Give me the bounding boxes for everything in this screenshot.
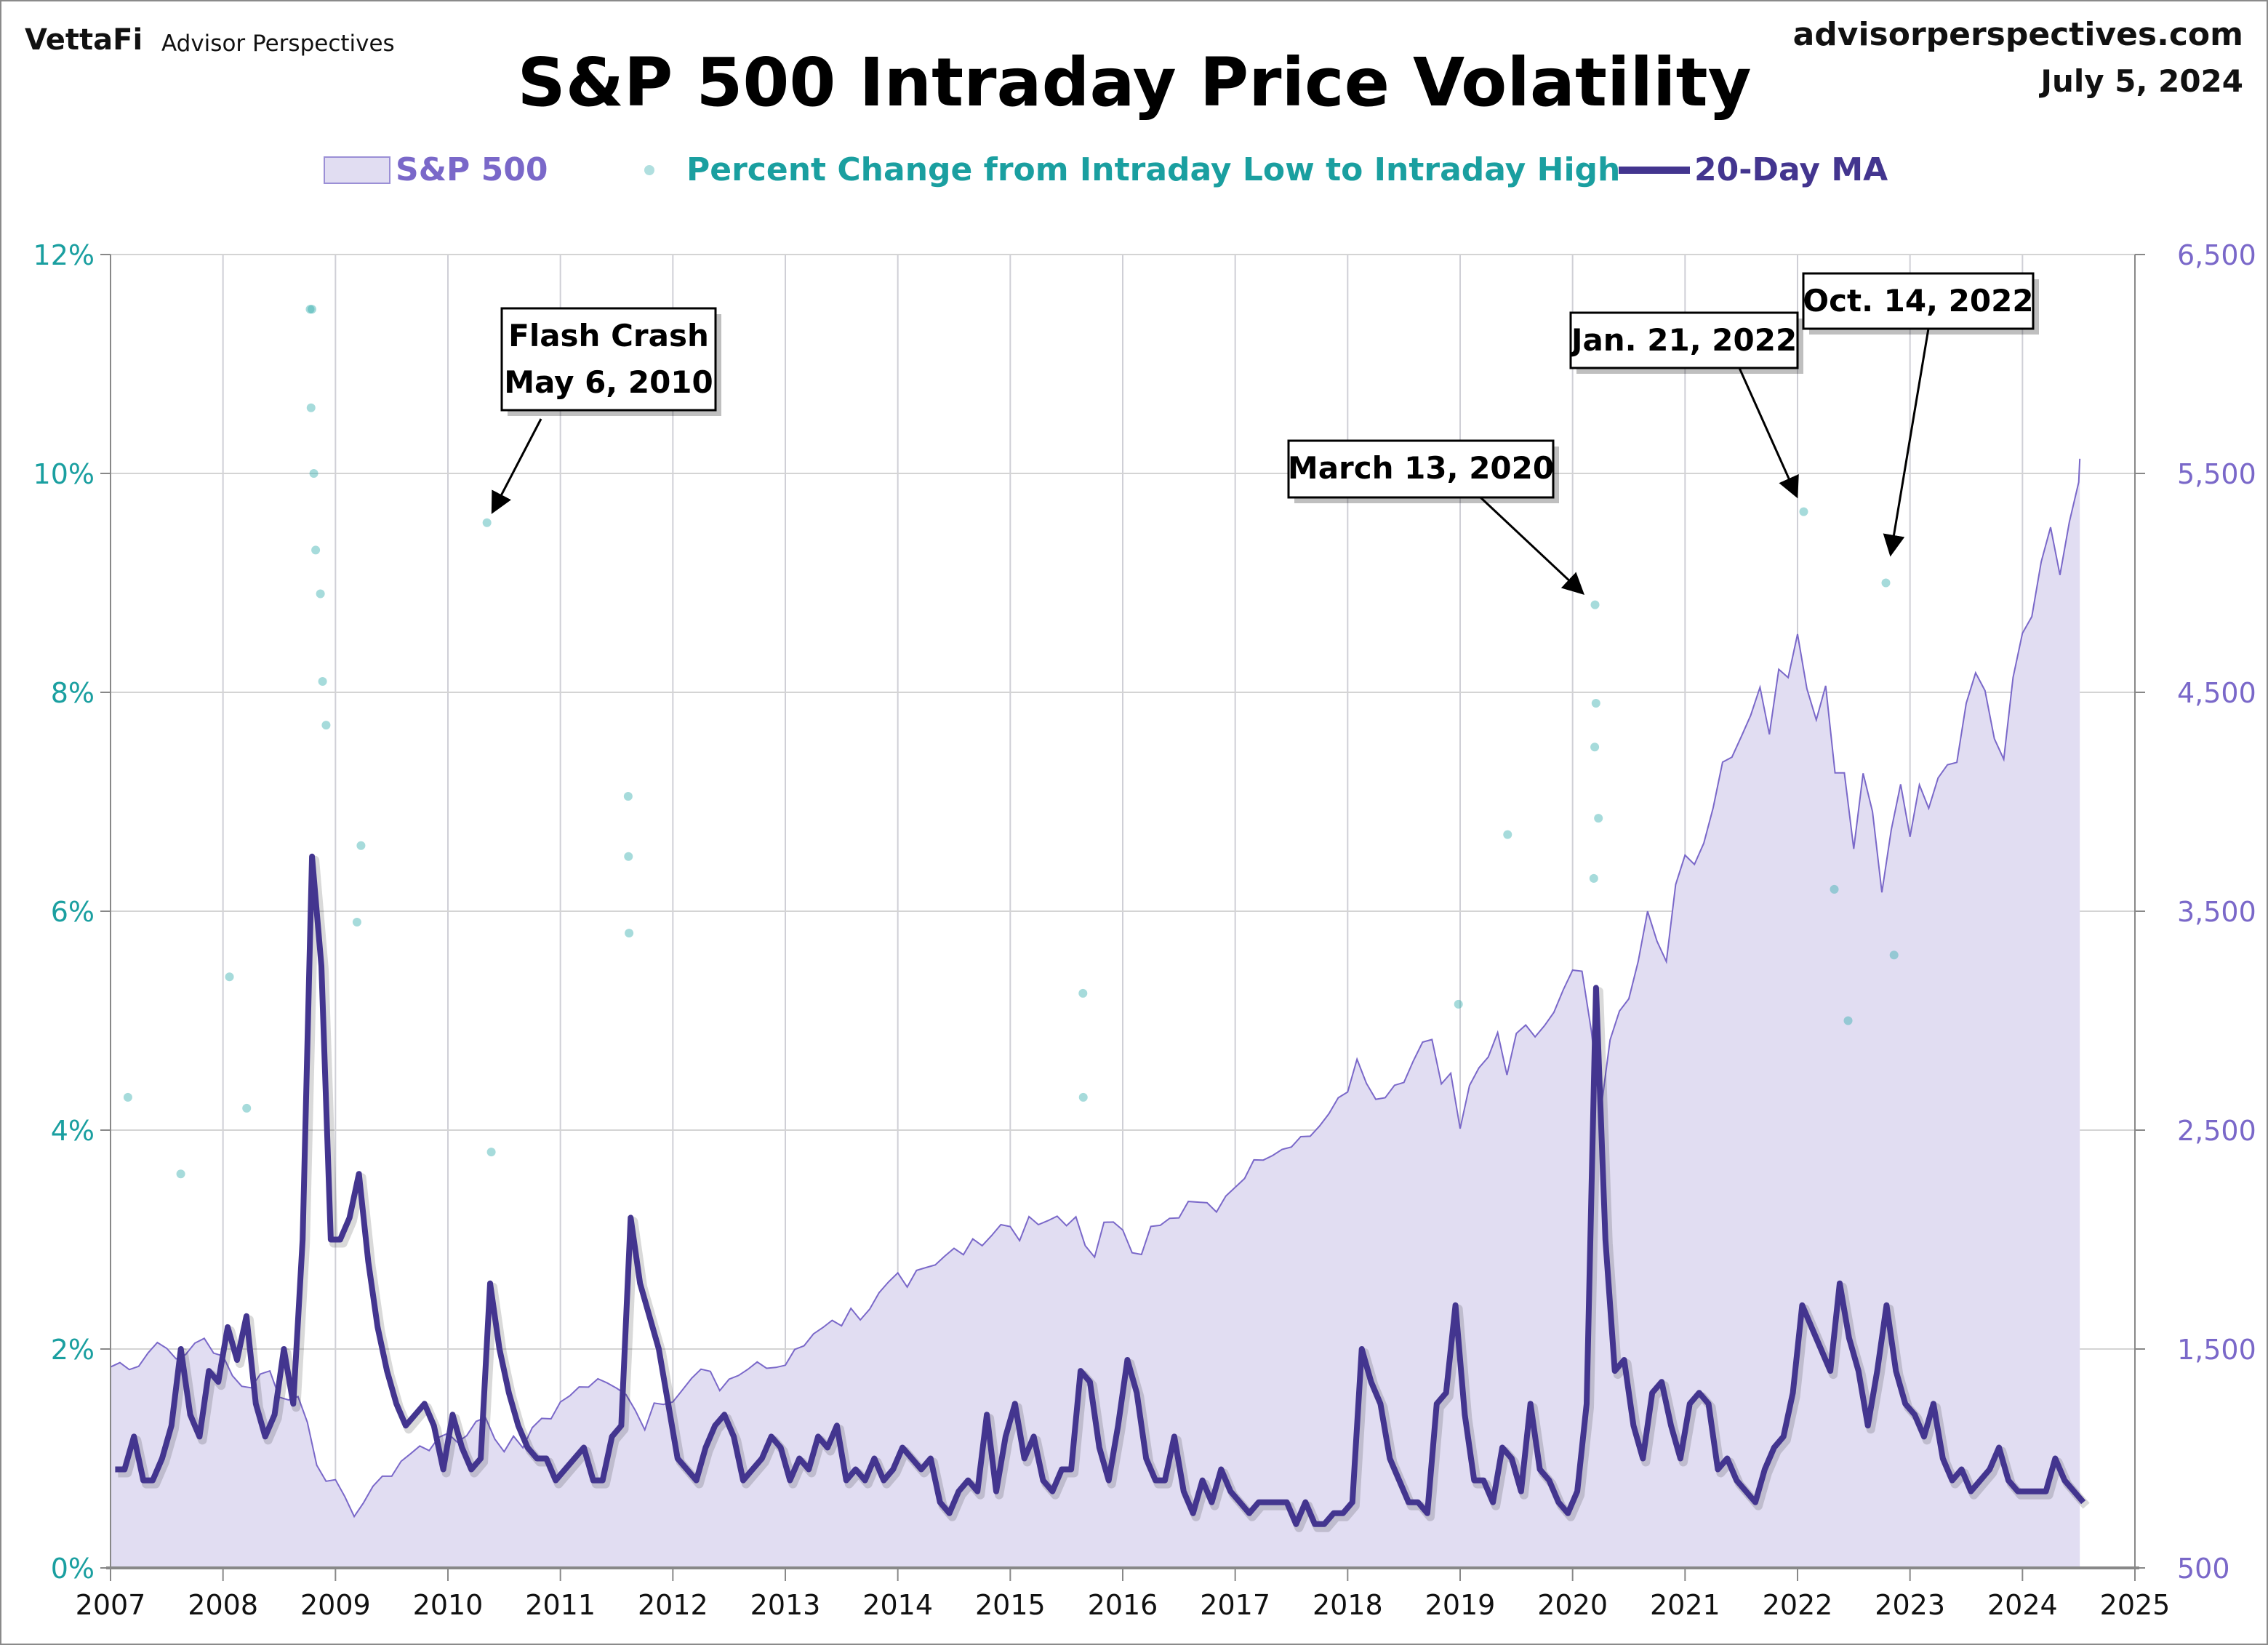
ma-series [115,853,2090,1532]
annotations: Flash Crash May 6, 2010 March 13, 2020 Jan.… [491,272,2039,595]
x-tick-label: 2020 [1537,1589,1608,1621]
scatter-point [1590,600,1600,609]
annotation-label: May 6, 2010 [504,364,713,400]
ma-line [115,853,2086,1527]
legend-swatch-sp500 [324,156,390,184]
site-url: advisorperspectives.com [1793,16,2243,53]
legend-label-scatter: Percent Change from Intraday Low to Intr… [686,151,1620,188]
x-tick-label: 2015 [975,1589,1046,1621]
x-tick-label: 2010 [413,1589,484,1621]
annotation-arrow [1883,328,1930,557]
annotation-label: Oct. 14, 2022 [1803,283,2033,319]
annotation-box [500,307,717,412]
scatter-point [316,589,325,599]
x-tick-label: 2011 [525,1589,596,1621]
scatter-point [1454,999,1463,1009]
scatter-point [305,305,315,314]
scatter-point [242,1103,252,1113]
scatter-point [625,929,634,938]
x-tick-label: 2023 [1875,1589,1945,1621]
annotation-label: Flash Crash [508,318,709,353]
scatter-point [311,545,321,555]
x-tick-label: 2016 [1088,1589,1158,1621]
annotation-label: Jan. 21, 2022 [1569,322,1797,358]
x-tick-label: 2018 [1313,1589,1383,1621]
right-tick-label: 4,500 [2177,677,2256,709]
x-tick-label: 2019 [1425,1589,1496,1621]
x-tick-label: 2024 [1987,1589,2058,1621]
left-tick-label: 6% [51,896,95,928]
right-tick-label: 2,500 [2177,1115,2256,1147]
scatter-point [309,469,318,478]
chart-title: S&P 500 Intraday Price Volatility [517,44,1751,121]
scatter-point [623,791,633,801]
scatter-point [1589,873,1598,883]
x-tick-label: 2022 [1763,1589,1833,1621]
right-tick-label: 3,500 [2177,896,2256,928]
legend-swatch-scatter [644,165,654,175]
right-tick-label: 6,500 [2177,239,2256,271]
scatter-series [123,305,1899,1179]
x-tick-label: 2008 [188,1589,258,1621]
left-tick-label: 10% [33,458,95,490]
x-tick-label: 2013 [750,1589,821,1621]
scatter-point [482,518,492,527]
right-tick-label: 500 [2177,1553,2230,1585]
brand-logo: VettaFi [25,23,143,57]
x-tick-label: 2025 [2100,1589,2171,1621]
scatter-point [225,972,234,982]
scatter-point [352,918,361,927]
x-tick-label: 2021 [1650,1589,1720,1621]
annotation-box [1569,311,1799,369]
annotation-arrow [491,418,542,514]
scatter-point [308,305,317,314]
x-tick-label: 2014 [862,1589,933,1621]
scatter-point [356,841,366,850]
left-tick-label: 0% [51,1553,95,1585]
scatter-point [1591,699,1600,708]
legend: S&P 500 Percent Change from Intraday Low… [324,151,1888,188]
left-tick-label: 8% [51,677,95,709]
left-tick-label: 12% [33,239,95,271]
scatter-point [321,721,331,730]
scatter-point [1078,1092,1088,1102]
scatter-point [123,1092,132,1102]
x-tick-label: 2012 [638,1589,708,1621]
annotation-box [1802,272,2035,330]
scatter-point [1590,743,1600,752]
axes: 2007 2008 2009 2010 2011 2012 2013 2014 2015 2016… [33,239,2256,1621]
legend-label-sp500: S&P 500 [396,151,548,188]
annotation-label: March 13, 2020 [1288,450,1554,486]
scatter-point [1843,1016,1853,1025]
scatter-point [1594,814,1603,823]
legend-label-ma: 20-Day MA [1694,151,1888,188]
scatter-point [1078,988,1088,998]
scatter-point [1889,950,1899,960]
right-tick-label: 1,500 [2177,1334,2256,1366]
scatter-point [624,852,633,861]
annotation-arrow [1738,367,1799,499]
x-tick-label: 2007 [76,1589,146,1621]
left-tick-label: 4% [51,1115,95,1147]
right-tick-label: 5,500 [2177,458,2256,490]
x-tick-label: 2017 [1200,1589,1270,1621]
scatter-point [1799,507,1808,516]
brand-subtitle: Advisor Perspectives [161,31,395,57]
scatter-point [1503,830,1512,839]
scatter-point [306,403,316,412]
left-tick-label: 2% [51,1334,95,1366]
scatter-point [486,1148,496,1157]
scatter-point [1830,884,1839,894]
annotation-box [1287,439,1555,499]
annotation-arrow [1479,496,1585,595]
chart-date: July 5, 2024 [2038,63,2243,99]
x-tick-label: 2009 [300,1589,371,1621]
scatter-point [318,676,327,686]
sp500-line [110,458,2081,1518]
scatter-point [1881,578,1891,588]
scatter-point [176,1169,185,1179]
